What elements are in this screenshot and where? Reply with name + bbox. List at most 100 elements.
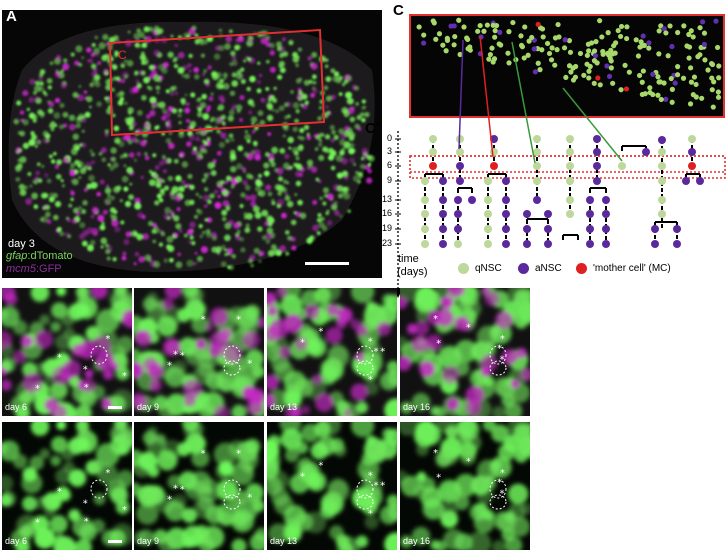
svg-text:*: * [180, 485, 185, 496]
svg-text:*: * [122, 505, 127, 516]
lineage-cell-dot [502, 210, 510, 218]
lineage-cell-dot [658, 136, 666, 144]
lineage-cell-dot [586, 240, 594, 248]
svg-text:*: * [500, 334, 505, 345]
svg-text:*: * [236, 448, 241, 459]
mother-cell-dot-icon [576, 263, 587, 274]
lineage-cell-dot [454, 210, 462, 218]
lineage-cell-dot [454, 196, 462, 204]
inset-label: C [118, 48, 127, 62]
svg-text:*: * [380, 481, 385, 492]
svg-text:*: * [433, 314, 438, 325]
lineage-cell-dot [586, 210, 594, 218]
svg-text:*: * [300, 337, 305, 348]
time-tick-label: 13 [381, 194, 392, 204]
svg-text:*: * [436, 473, 441, 484]
lineage-cell-dot [602, 225, 610, 233]
lineage-cell-dot [602, 210, 610, 218]
panel-label-c: C [393, 2, 404, 19]
lineage-cell-dot [673, 225, 681, 233]
lineage-cell-dot [533, 177, 541, 185]
qnsc-dot-icon [458, 263, 469, 274]
lineage-cell-dot [586, 196, 594, 204]
svg-text:*: * [374, 346, 379, 357]
panel-c-cell-map [409, 14, 725, 118]
panel-a-scale-bar [305, 262, 349, 265]
lineage-cell-dot [593, 148, 601, 156]
svg-text:*: * [105, 334, 110, 345]
svg-text:*: * [500, 489, 505, 500]
lineage-cell-dot [658, 177, 666, 185]
lineage-cell-dot [429, 162, 437, 170]
time-tick-label: 19 [381, 223, 392, 233]
svg-text:*: * [368, 337, 373, 348]
lineage-cell-dot [484, 196, 492, 204]
lineage-cell-dot [456, 177, 464, 185]
lineage-cell-dot [421, 210, 429, 218]
lineage-cell-dot [439, 177, 447, 185]
lineage-cell-dot [421, 240, 429, 248]
svg-text:*: * [374, 480, 379, 491]
svg-text:*: * [84, 516, 89, 527]
panel-a-legend-gfap: gfap:dTomato [6, 250, 73, 262]
lineage-cell-dot [533, 135, 541, 143]
lineage-cell-dot [658, 162, 666, 170]
time-tick-label: 16 [381, 208, 392, 218]
lineage-cell-dot [429, 148, 437, 156]
lineage-cell-dot [566, 210, 574, 218]
lineage-cell-dot [673, 240, 681, 248]
lineage-cell-dot [566, 135, 574, 143]
lineage-cell-dot [502, 196, 510, 204]
lineage-cell-dot [490, 162, 498, 170]
lineage-cell-dot [658, 196, 666, 204]
lineage-cell-dot [658, 148, 666, 156]
svg-text:*: * [35, 384, 40, 395]
svg-text:*: * [83, 365, 88, 376]
panel-b-day-label: day 13 [270, 536, 298, 546]
lineage-cell-dot [484, 240, 492, 248]
time-tick-label: 9 [386, 175, 392, 185]
svg-text:*: * [35, 518, 40, 529]
svg-text:*: * [105, 468, 110, 479]
svg-text:*: * [201, 314, 206, 325]
panel-label-c-prime: C' [365, 120, 380, 137]
lineage-cell-dot [468, 196, 476, 204]
svg-text:*: * [236, 314, 241, 325]
lineage-cell-dot [439, 210, 447, 218]
time-axis-unit: (days) [397, 266, 428, 278]
lineage-cell-dot [544, 210, 552, 218]
lineage-cell-dot [602, 196, 610, 204]
svg-text:*: * [173, 484, 178, 495]
svg-text:*: * [466, 323, 471, 334]
lineage-cell-dot [566, 148, 574, 156]
svg-text:*: * [500, 355, 505, 366]
lineage-cell-dot [454, 240, 462, 248]
svg-text:*: * [500, 468, 505, 479]
lineage-cell-dot [439, 225, 447, 233]
svg-text:*: * [83, 499, 88, 510]
lineage-cell-dot [484, 210, 492, 218]
lineage-cell-dot [523, 240, 531, 248]
lineage-cell-dot [658, 210, 666, 218]
lineage-cell-dot [593, 162, 601, 170]
lineage-cell-dot [456, 135, 464, 143]
panel-b-green-tile: * * * * * * day 16 [400, 422, 530, 550]
lineage-cell-dot [593, 177, 601, 185]
panel-b-day-label: day 6 [5, 402, 28, 412]
svg-text:*: * [247, 493, 252, 504]
lineage-cell-dot [523, 210, 531, 218]
panel-label-a: A [6, 8, 17, 25]
svg-text:*: * [318, 461, 323, 472]
legend-ansc: aNSC [518, 263, 562, 274]
svg-text:*: * [466, 457, 471, 468]
panel-b-green-tile: * * * * * * day 6 [2, 422, 132, 550]
lineage-cell-dot [502, 240, 510, 248]
svg-text:*: * [497, 477, 502, 488]
panel-a-day-label: day 3 [8, 238, 35, 250]
panel-a-legend-mcm5: mcm5:GFP [6, 263, 62, 275]
panel-b-green-tile: * * * * * * day 9 [134, 422, 264, 550]
svg-text:*: * [122, 371, 127, 382]
lineage-cell-dot [586, 225, 594, 233]
lineage-cell-dot [533, 162, 541, 170]
time-tick-label: 0 [386, 133, 392, 143]
